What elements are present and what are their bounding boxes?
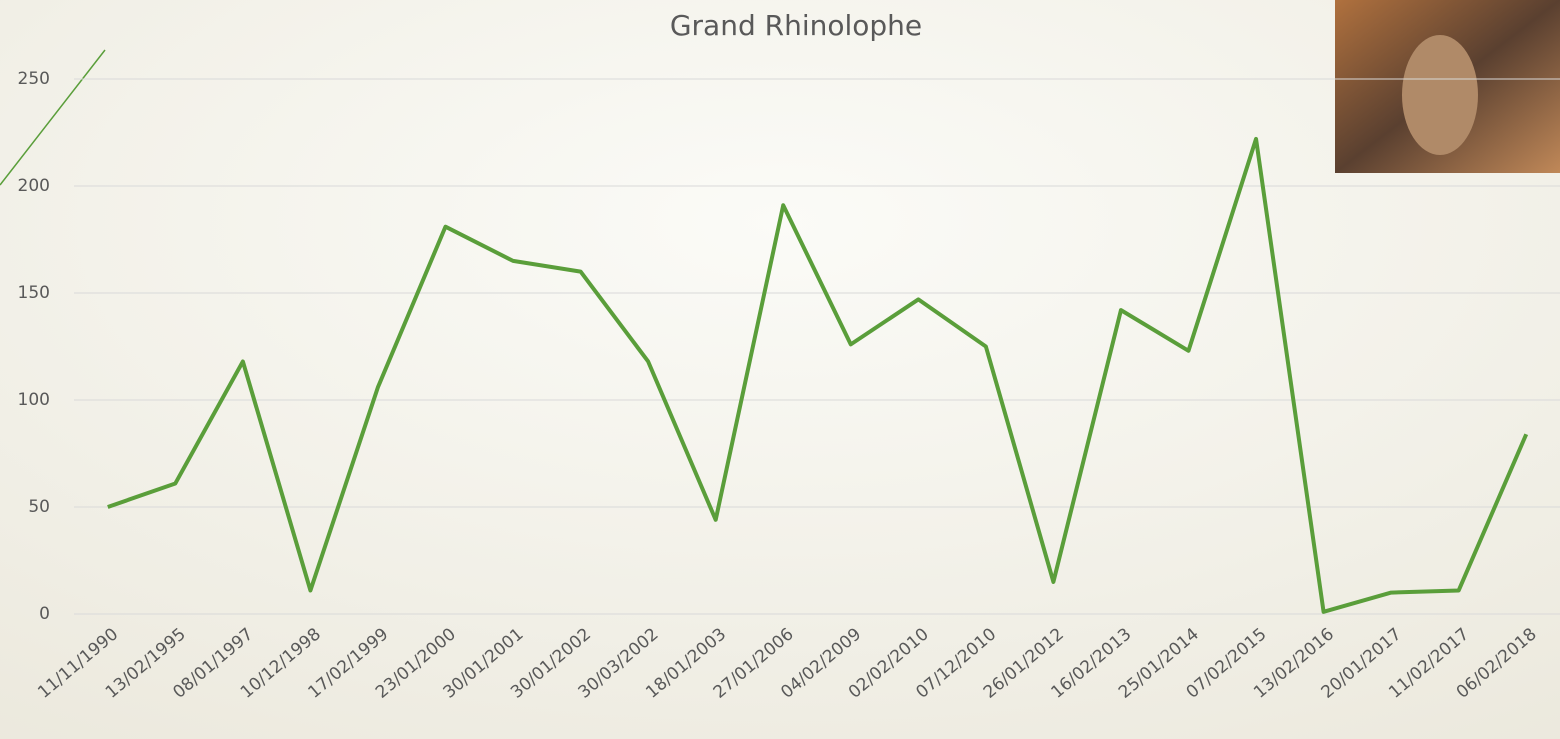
y-tick-label: 200	[18, 176, 50, 196]
y-tick-label: 50	[28, 497, 50, 517]
y-tick-label: 100	[18, 390, 50, 410]
chart-title: Grand Rhinolophe	[670, 9, 922, 42]
line	[107, 136, 1529, 614]
decoration	[0, 49, 106, 186]
y-tick-label: 250	[18, 69, 50, 89]
y-tick-label: 0	[39, 604, 50, 624]
photo-detail	[1402, 35, 1478, 155]
y-tick-label: 150	[18, 283, 50, 303]
